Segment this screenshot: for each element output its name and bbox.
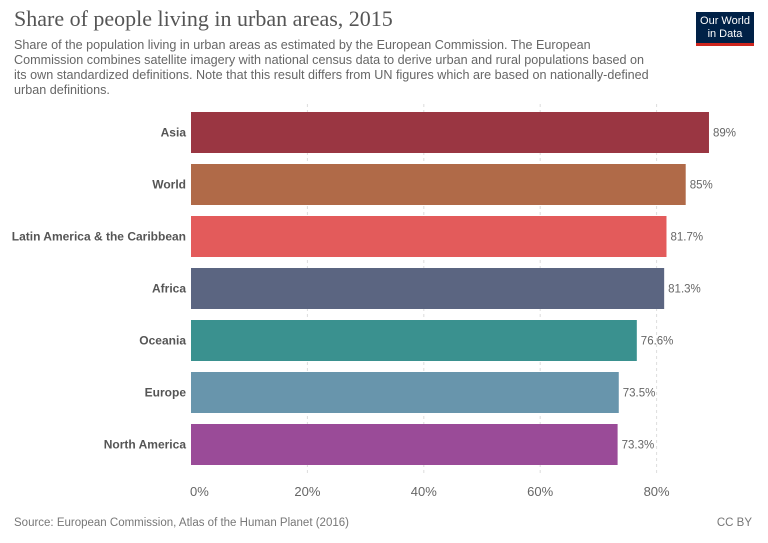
value-label: 85% — [690, 180, 713, 192]
category-label: North America — [104, 438, 187, 452]
chart-subtitle: Share of the population living in urban … — [14, 38, 649, 97]
category-label: Africa — [152, 282, 186, 296]
category-label: Latin America & the Caribbean — [12, 230, 186, 244]
bars — [191, 112, 709, 465]
x-tick-label: 60% — [527, 484, 553, 499]
category-label: Oceania — [139, 334, 186, 348]
x-tick-label: 40% — [411, 484, 437, 499]
license-link[interactable]: CC BY — [716, 517, 752, 529]
value-label: 76.6% — [641, 336, 674, 348]
x-tick-label: 20% — [294, 484, 320, 499]
owid-logo[interactable]: Our World in Data — [696, 12, 754, 46]
value-label: 81.7% — [670, 232, 703, 244]
x-tick-label: 0% — [190, 484, 209, 499]
bar-north-america[interactable] — [191, 424, 618, 465]
bar-latin-america-the-caribbean[interactable] — [191, 216, 667, 257]
bar-africa[interactable] — [191, 268, 665, 309]
chart-title: Share of people living in urban areas, 2… — [14, 6, 393, 31]
category-label: Asia — [161, 126, 187, 140]
category-label: World — [152, 178, 186, 192]
source-note[interactable]: Source: European Commission, Atlas of th… — [14, 517, 349, 529]
x-axis-ticks: 0% 20% 40% 60% 80% — [190, 484, 670, 499]
x-tick-label: 80% — [644, 484, 670, 499]
bar-europe[interactable] — [191, 372, 619, 413]
value-label: 89% — [713, 128, 736, 140]
value-label: 73.3% — [622, 440, 655, 452]
value-label: 81.3% — [668, 284, 701, 296]
logo-line-2: in Data — [707, 28, 743, 40]
bar-asia[interactable] — [191, 112, 709, 153]
category-label: Europe — [145, 386, 187, 400]
value-label: 73.5% — [623, 388, 656, 400]
bar-world[interactable] — [191, 164, 686, 205]
bar-oceania[interactable] — [191, 320, 637, 361]
labels: Asia 89% World 85% Latin America & the Carib… — [12, 126, 736, 452]
logo-line-1: Our World — [700, 15, 750, 27]
